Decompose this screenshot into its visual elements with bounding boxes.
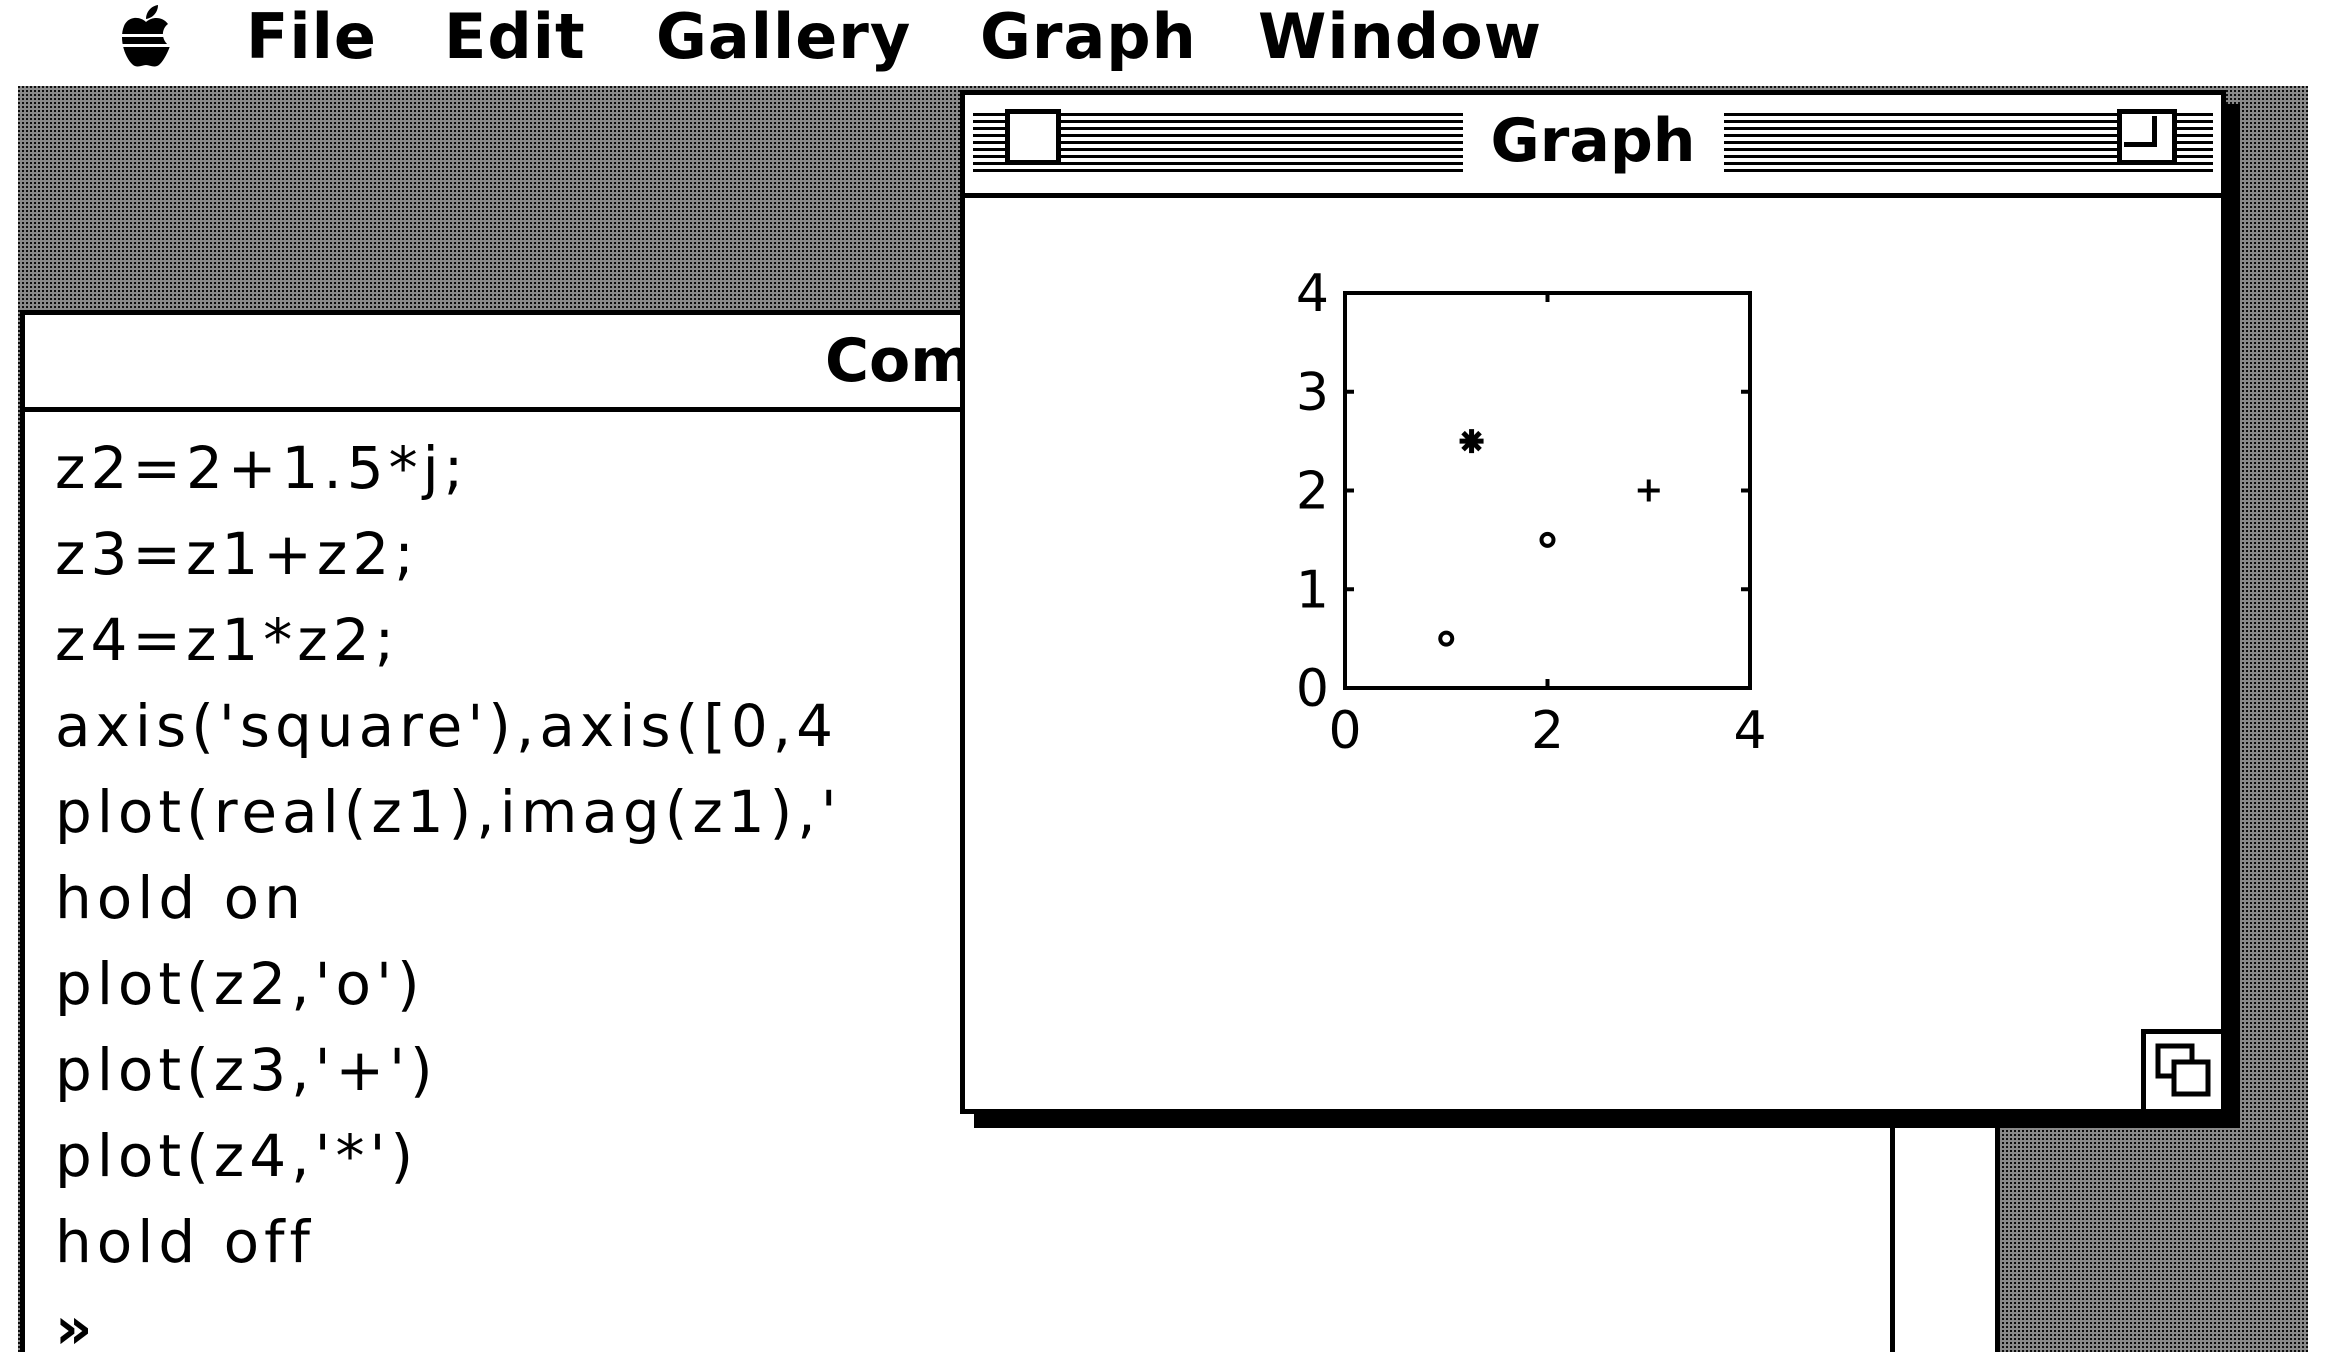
data-point-circle	[1539, 531, 1556, 548]
command-line: axis('square'),axis([0,4	[55, 692, 839, 760]
command-line: plot(z2,'o')	[55, 950, 425, 1018]
y-tick-label: 1	[1296, 560, 1329, 620]
command-line: z2=2+1.5*j;	[55, 434, 469, 502]
menu-graph[interactable]: Graph	[980, 0, 1197, 73]
command-window-divider	[1890, 1110, 1895, 1352]
plot-axes-box	[1343, 291, 1752, 690]
grow-box-icon[interactable]	[2141, 1029, 2221, 1109]
command-line: plot(real(z1),imag(z1),'	[55, 778, 842, 846]
command-history[interactable]: z2=2+1.5*j; z3=z1+z2; z4=z1*z2; axis('sq…	[55, 425, 1455, 1352]
menu-bar: File Edit Gallery Graph Window	[0, 0, 2328, 78]
resize-icon	[2155, 1043, 2211, 1097]
y-tick-label: 4	[1296, 264, 1329, 324]
command-line: z3=z1+z2;	[55, 520, 419, 588]
menu-edit[interactable]: Edit	[444, 0, 586, 73]
zoom-box-icon[interactable]	[2117, 109, 2177, 165]
data-point-circle	[1438, 630, 1455, 647]
command-line: plot(z4,'*')	[55, 1122, 419, 1190]
graph-window-title: Graph	[1462, 106, 1724, 176]
x-tick-label: 0	[1328, 701, 1361, 761]
command-line: hold on	[55, 864, 306, 932]
x-tick-label: 2	[1531, 701, 1564, 761]
data-point-star	[1459, 429, 1484, 454]
graph-window[interactable]: Graph 0 1 2 3 4 0 2 4	[960, 90, 2226, 1114]
command-prompt[interactable]: »	[55, 1294, 98, 1352]
data-point-plus	[1637, 479, 1660, 502]
scatter-plot: 0 1 2 3 4 0 2 4	[1296, 264, 1767, 761]
y-tick-label: 0	[1296, 659, 1329, 719]
menu-file[interactable]: File	[246, 0, 377, 73]
menu-window[interactable]: Window	[1258, 0, 1543, 73]
close-box-icon[interactable]	[1005, 109, 1061, 165]
menu-gallery[interactable]: Gallery	[656, 0, 912, 73]
apple-menu-icon[interactable]	[118, 4, 174, 70]
command-line: z4=z1*z2;	[55, 606, 400, 674]
command-line: plot(z3,'+')	[55, 1036, 438, 1104]
command-window-title: Com	[825, 326, 973, 396]
y-tick-label: 2	[1296, 462, 1329, 522]
x-tick-label: 4	[1733, 701, 1766, 761]
y-tick-label: 3	[1296, 363, 1329, 423]
graph-window-titlebar[interactable]: Graph	[965, 95, 2221, 198]
command-line: hold off	[55, 1208, 315, 1276]
